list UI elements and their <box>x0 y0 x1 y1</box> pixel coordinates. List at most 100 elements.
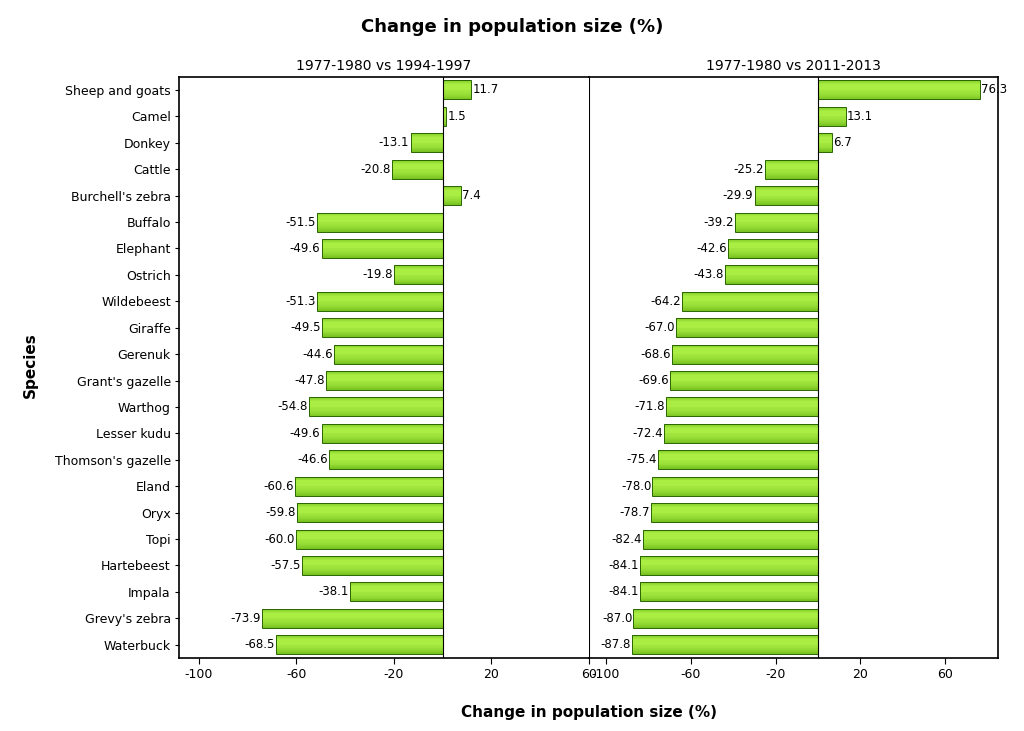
Bar <box>658 459 818 460</box>
Bar <box>322 321 442 322</box>
Bar <box>658 466 818 467</box>
Bar <box>442 189 461 190</box>
Bar <box>322 331 442 333</box>
Bar <box>634 623 818 624</box>
Bar <box>275 647 442 648</box>
Bar <box>262 616 442 617</box>
Bar <box>297 512 442 514</box>
Bar <box>322 248 442 249</box>
Bar <box>309 402 442 404</box>
Bar <box>394 275 442 276</box>
Bar <box>632 636 818 637</box>
Text: -60.6: -60.6 <box>263 480 294 493</box>
Bar <box>671 378 818 379</box>
Bar <box>666 401 818 402</box>
Bar <box>671 372 818 373</box>
Bar <box>349 583 442 584</box>
Bar <box>317 224 442 225</box>
Bar <box>326 382 442 383</box>
Bar <box>411 142 442 143</box>
Bar <box>818 83 980 84</box>
Text: -69.6: -69.6 <box>639 374 670 387</box>
Bar <box>658 452 818 453</box>
Bar <box>643 535 818 536</box>
Bar <box>673 357 818 358</box>
Bar <box>673 362 818 363</box>
Bar <box>296 537 442 538</box>
Bar <box>302 571 442 572</box>
Bar <box>262 620 442 621</box>
Bar <box>640 567 818 568</box>
Bar <box>634 626 818 627</box>
Bar <box>640 594 818 595</box>
Bar <box>442 201 461 202</box>
Bar <box>275 642 442 643</box>
Bar <box>297 520 442 521</box>
Bar <box>735 229 818 230</box>
Bar <box>818 112 846 113</box>
Text: -25.2: -25.2 <box>733 163 764 175</box>
Bar <box>643 547 818 548</box>
Bar <box>765 170 818 171</box>
Bar <box>725 280 818 281</box>
Bar <box>317 306 442 307</box>
Bar <box>442 123 446 124</box>
Bar <box>651 507 818 508</box>
Bar <box>392 169 442 170</box>
Bar <box>392 174 442 175</box>
Bar <box>652 479 818 480</box>
Bar <box>665 439 818 440</box>
Bar <box>309 404 442 405</box>
Bar <box>671 375 818 376</box>
Bar <box>442 119 446 120</box>
Bar <box>818 137 833 138</box>
Bar <box>640 586 818 587</box>
Bar <box>643 542 818 543</box>
Bar <box>658 460 818 461</box>
Bar <box>652 494 818 495</box>
Bar <box>640 587 818 588</box>
Bar <box>297 519 442 520</box>
Bar <box>643 540 818 541</box>
Bar <box>326 373 442 374</box>
Bar <box>666 405 818 406</box>
Bar <box>765 171 818 172</box>
Bar <box>329 459 442 460</box>
Bar <box>295 479 442 480</box>
Bar <box>728 257 818 258</box>
Bar <box>309 409 442 410</box>
Bar <box>411 138 442 139</box>
Bar <box>322 246 442 248</box>
Bar <box>326 383 442 385</box>
Bar <box>442 190 461 191</box>
Bar <box>666 410 818 411</box>
Bar <box>676 322 818 323</box>
Text: -84.1: -84.1 <box>608 559 638 572</box>
Bar <box>634 609 818 628</box>
Bar <box>658 457 818 458</box>
Bar <box>322 430 442 431</box>
Bar <box>317 225 442 226</box>
Bar <box>322 434 442 435</box>
Bar <box>322 424 442 443</box>
Bar <box>322 239 442 258</box>
Bar <box>334 347 442 349</box>
Bar <box>326 374 442 375</box>
Bar <box>632 647 818 648</box>
Bar <box>442 84 471 86</box>
Bar <box>349 590 442 591</box>
Bar <box>392 159 442 178</box>
Bar <box>640 588 818 589</box>
Bar <box>735 222 818 223</box>
Bar <box>755 186 818 205</box>
Bar <box>666 406 818 407</box>
Bar <box>640 573 818 574</box>
Bar <box>317 220 442 221</box>
Bar <box>671 389 818 390</box>
Text: -51.5: -51.5 <box>286 216 315 229</box>
Bar <box>643 541 818 542</box>
Bar <box>765 174 818 175</box>
Bar <box>322 336 442 337</box>
Bar <box>818 151 833 152</box>
Text: -87.0: -87.0 <box>602 612 632 625</box>
